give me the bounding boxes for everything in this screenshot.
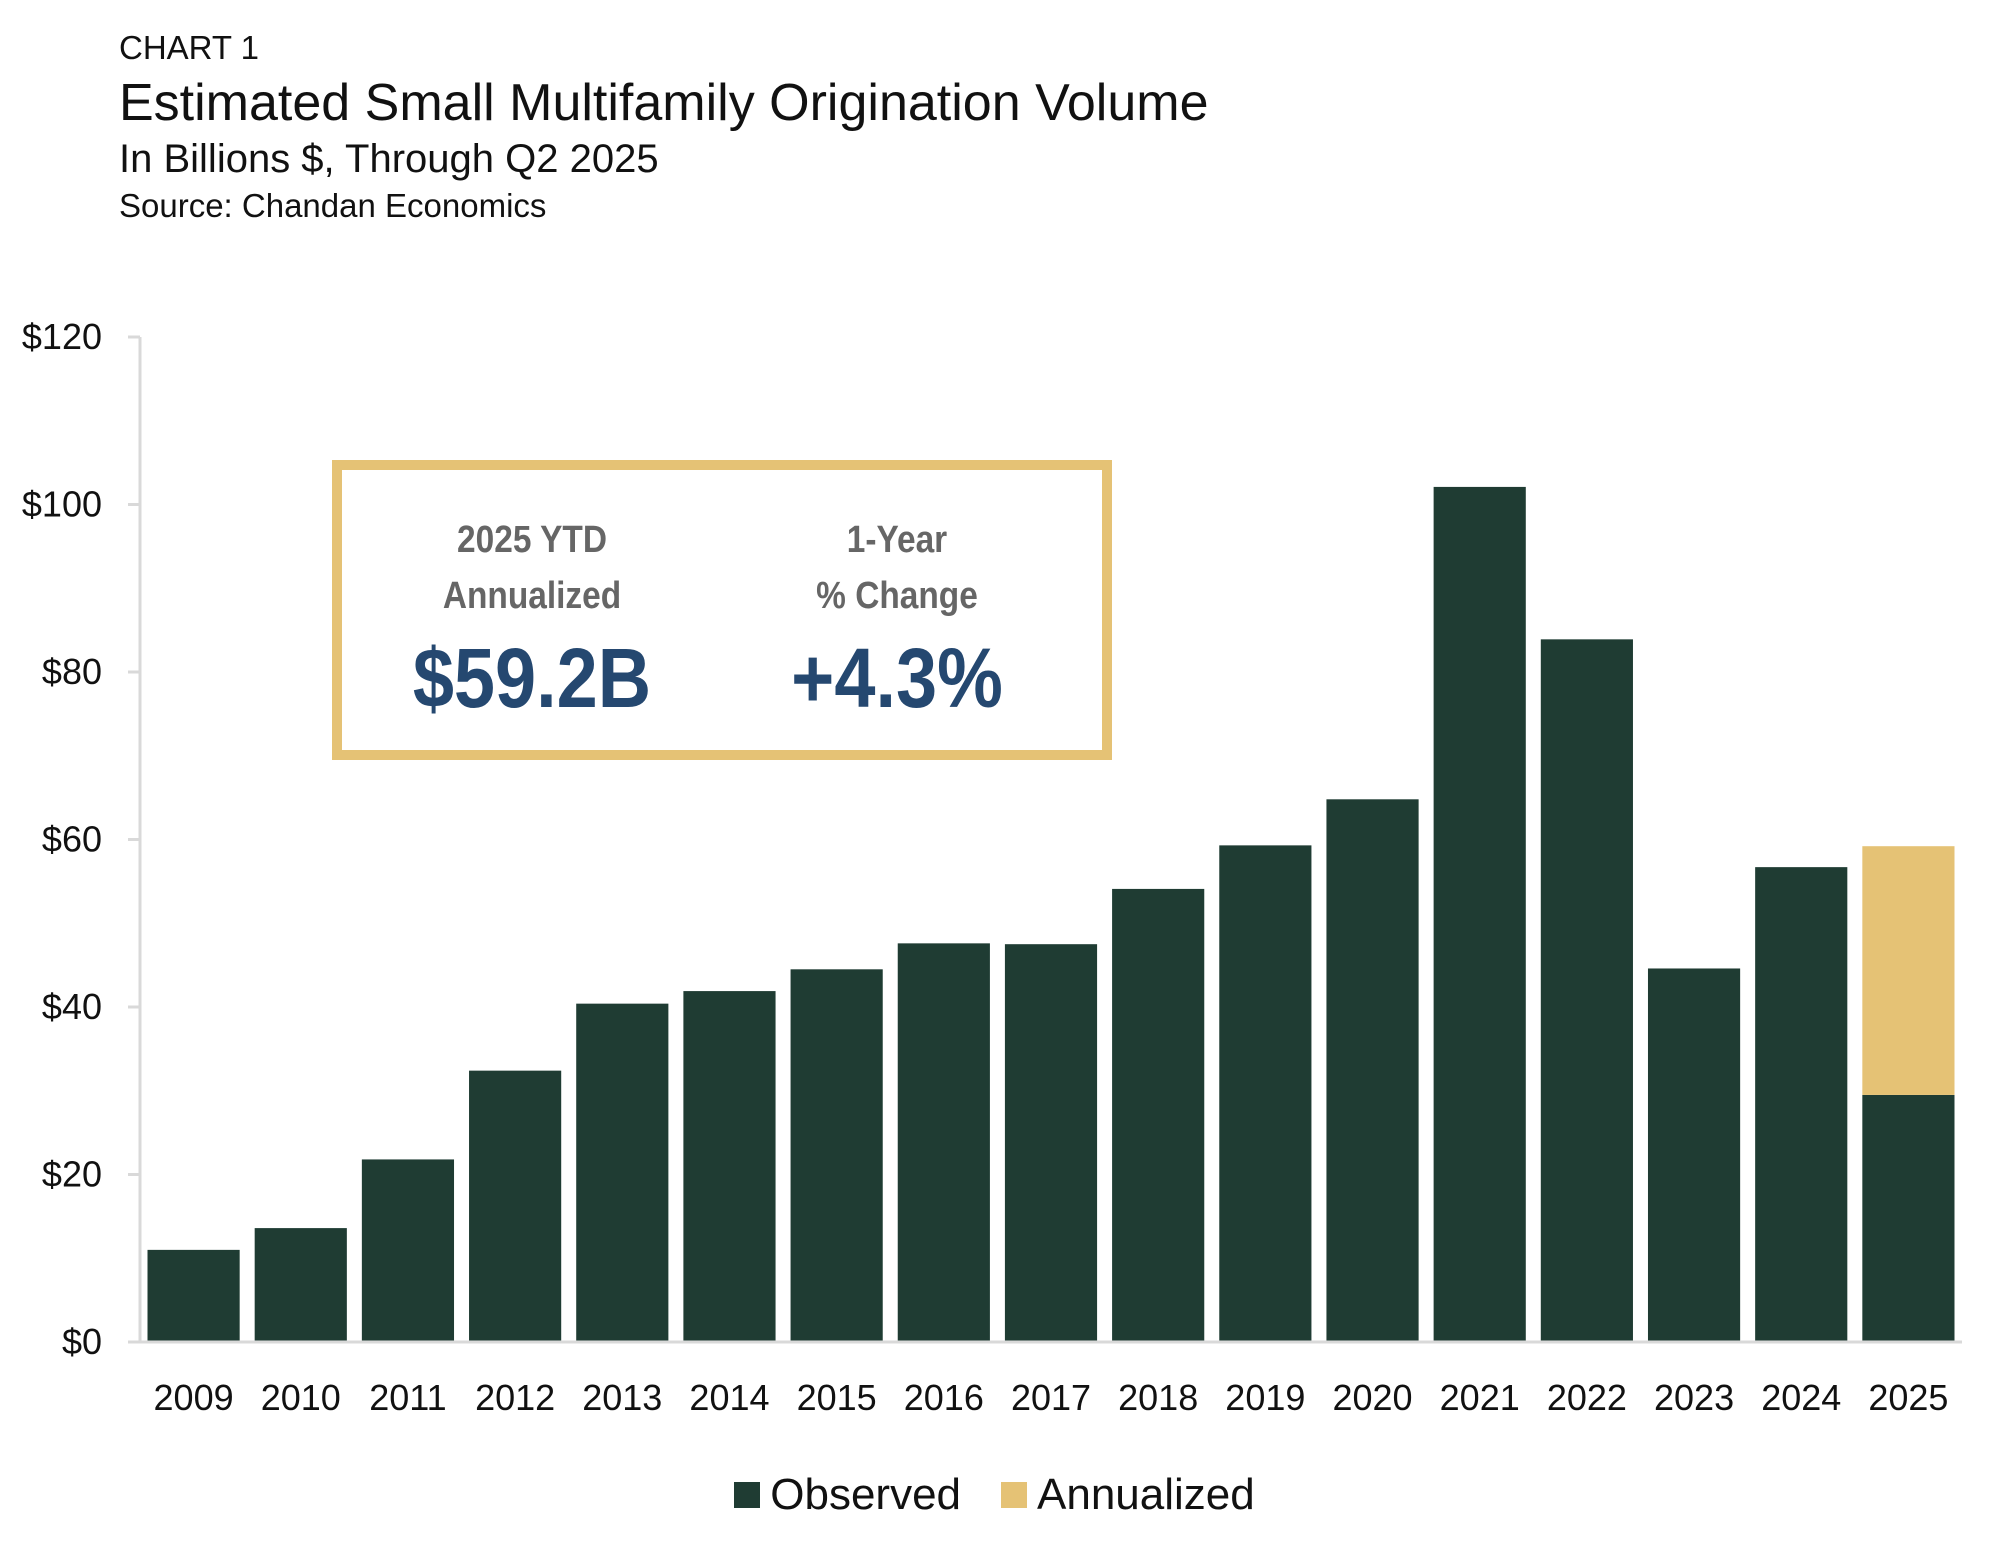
x-tick-label: 2021 [1440, 1377, 1520, 1418]
bar-observed-2024 [1755, 867, 1848, 1342]
bar-observed-2011 [361, 1159, 455, 1342]
bar-observed-2022 [1540, 639, 1633, 1342]
bar-annualized-2025 [1862, 846, 1955, 1095]
x-tick-label: 2018 [1118, 1377, 1198, 1418]
legend-label-annualized: Annualized [1037, 1470, 1255, 1519]
bar-observed-2018 [1112, 888, 1205, 1342]
bar-observed-2025 [1862, 1094, 1955, 1342]
y-tick-label: $20 [42, 1154, 102, 1195]
bar-observed-2012 [469, 1070, 562, 1342]
x-tick-label: 2020 [1332, 1377, 1412, 1418]
chart-subtitle: In Billions $, Through Q2 2025 [119, 137, 659, 181]
kpi-change-label-line2: % Change [816, 575, 978, 617]
bar-observed-2016 [897, 943, 990, 1342]
bar-observed-2013 [576, 1003, 669, 1342]
y-tick-label: $0 [62, 1321, 102, 1362]
bar-observed-2019 [1219, 845, 1312, 1342]
x-tick-label: 2009 [154, 1377, 234, 1418]
x-tick-label: 2015 [797, 1377, 877, 1418]
bar-observed-2014 [683, 991, 776, 1342]
x-tick-label: 2022 [1547, 1377, 1627, 1418]
x-tick-label: 2017 [1011, 1377, 1091, 1418]
legend-item-observed: Observed [734, 1470, 961, 1520]
chart-label: CHART 1 [119, 29, 259, 66]
kpi-box: 2025 YTD Annualized $59.2B 1-Year % Chan… [332, 460, 1112, 760]
chart-header: CHART 1 Estimated Small Multifamily Orig… [119, 28, 1819, 228]
kpi-change-label-line1: 1-Year [846, 519, 948, 561]
bar-observed-2017 [1004, 944, 1098, 1342]
chart-source: Source: Chandan Economics [119, 187, 547, 224]
kpi-annualized-label-line1: 2025 YTD [457, 519, 607, 561]
x-tick-label: 2014 [689, 1377, 769, 1418]
legend-item-annualized: Annualized [1001, 1470, 1255, 1520]
y-tick-label: $80 [42, 651, 102, 692]
chart-legend: Observed Annualized [0, 1470, 1989, 1520]
y-tick-label: $60 [42, 819, 102, 860]
x-tick-label: 2013 [582, 1377, 662, 1418]
legend-label-observed: Observed [770, 1470, 962, 1519]
kpi-annualized-value: $59.2B [412, 631, 652, 725]
y-tick-label: $100 [22, 484, 102, 525]
x-tick-label: 2023 [1654, 1377, 1734, 1418]
bar-observed-2015 [790, 969, 883, 1342]
bar-observed-2020 [1326, 799, 1419, 1342]
bar-observed-2010 [254, 1228, 347, 1342]
x-tick-label: 2010 [261, 1377, 341, 1418]
chart-title: Estimated Small Multifamily Origination … [119, 74, 1209, 132]
x-tick-label: 2019 [1225, 1377, 1305, 1418]
bar-chart: $0 $20 $40 $60 $80 $100 $120 2009 2010 2011 2012 20… [22, 316, 1962, 1418]
x-tick-label: 2011 [369, 1377, 446, 1418]
x-tick-label: 2016 [904, 1377, 984, 1418]
bar-observed-2021 [1433, 486, 1526, 1343]
x-tick-label: 2012 [475, 1377, 555, 1418]
x-tick-label: 2024 [1761, 1377, 1841, 1418]
kpi-annualized-label-line2: Annualized [442, 575, 622, 617]
bar-observed-2009 [147, 1249, 240, 1342]
kpi-annualized: 2025 YTD Annualized $59.2B [362, 512, 702, 728]
kpi-change: 1-Year % Change +4.3% [727, 512, 1067, 728]
x-tick-label: 2025 [1868, 1377, 1948, 1418]
bar-observed-2023 [1647, 968, 1741, 1342]
legend-swatch-observed [734, 1482, 761, 1508]
y-tick-label: $40 [42, 986, 102, 1027]
legend-swatch-annualized [1001, 1482, 1028, 1508]
kpi-change-value: +4.3% [791, 631, 1003, 725]
y-tick-label: $120 [22, 316, 102, 357]
